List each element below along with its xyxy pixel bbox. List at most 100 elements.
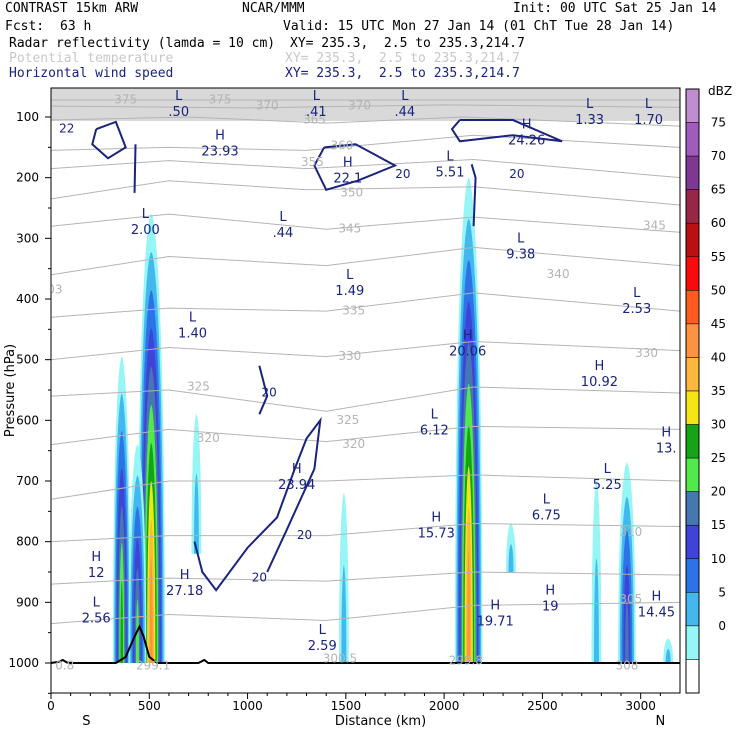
extremum-type-label: H — [661, 426, 671, 441]
colorbar-segment — [685, 357, 700, 392]
contour-label: 375 — [114, 93, 137, 107]
org-label: NCAR/MMM — [242, 1, 305, 16]
contour-label: 350 — [340, 185, 363, 199]
contour-label: 320 — [342, 437, 365, 451]
colorbar-segment — [685, 390, 700, 425]
terrain-layer — [51, 624, 680, 664]
theta-contour-325 — [51, 386, 680, 412]
extremum-value-label: 6.12 — [420, 423, 449, 438]
terrain-line — [51, 624, 680, 664]
extremum-value-label: .44 — [273, 226, 294, 241]
field-xy-reflectivity: XY= 235.3, 2.5 to 235.3,214.7 — [290, 36, 525, 51]
model-top-fill — [51, 88, 680, 121]
extremum-type-label: H — [463, 329, 473, 344]
colorbar-label: 30 — [711, 418, 726, 432]
extremum-value-label: 1.33 — [575, 113, 604, 128]
colorbar-segment — [685, 290, 700, 325]
extremum-value-label: 24.26 — [508, 133, 545, 148]
extremum-type-label: L — [446, 150, 454, 165]
contour-label: 299.8 — [449, 654, 483, 668]
theta-contour-330 — [51, 340, 680, 361]
contour-label: 335 — [342, 304, 365, 318]
contour-label: 300.5 — [323, 651, 357, 665]
extremum-value-label: 14.45 — [638, 605, 675, 620]
colorbar-segment — [685, 122, 700, 157]
extremum-type-label: H — [215, 128, 225, 143]
field-xy-wind: XY= 235.3, 2.5 to 235.3,214.7 — [285, 66, 520, 81]
colorbar-segment — [685, 323, 700, 358]
extremum-value-label: 2.59 — [308, 639, 337, 654]
extremum-type-label: L — [175, 89, 183, 104]
extremum-type-label: L — [586, 97, 594, 112]
extremum-value-label: .50 — [168, 105, 189, 120]
x-tick-label: 1000 — [232, 699, 263, 713]
contour-label: 375 — [209, 93, 232, 107]
colorbar-segment — [685, 524, 700, 560]
contour-label: 330 — [338, 349, 361, 363]
extremum-type-label: L — [517, 231, 525, 246]
contour-label: 320 — [197, 431, 220, 445]
y-tick-label: 900 — [16, 595, 39, 609]
theta-contour-355 — [51, 158, 680, 179]
extremum-type-label: H — [652, 589, 662, 604]
y-tick-label: 800 — [16, 535, 39, 549]
reflectivity-core-5-5dbz — [341, 565, 347, 663]
extremum-type-label: L — [633, 286, 641, 301]
extremum-type-label: L — [431, 407, 439, 422]
colorbar-label: 10 — [711, 552, 726, 566]
contour-label: 20 — [252, 571, 267, 585]
theta-layer — [51, 88, 680, 625]
wind-layer — [91, 119, 563, 592]
extremum-value-label: 1.40 — [178, 326, 207, 341]
theta-contour-350 — [51, 180, 680, 206]
x-axis-title: Distance (km) — [335, 714, 426, 729]
extremum-value-label: .44 — [394, 105, 415, 120]
x-tick-label: 2000 — [429, 699, 460, 713]
extremum-type-label: H — [431, 511, 441, 526]
extremum-value-label: 10.92 — [581, 375, 618, 390]
reflectivity-core-0-45dbz — [149, 557, 153, 663]
extremum-value-label: 20.06 — [449, 345, 486, 360]
colorbar-label: 0 — [718, 619, 726, 633]
y-tick-label: 500 — [16, 353, 39, 367]
theta-contour-335 — [51, 292, 680, 318]
label-layer: 22 20 20 20 20 20 03 375 375 370 370 365 360 355 350 34… — [51, 89, 677, 673]
colorbar-layer: dBZ 0 5 10 15 20 25 30 35 40 45 50 55 60 65 70 75 — [685, 84, 732, 694]
contour-label: 345 — [643, 219, 666, 233]
extremum-value-label: 2.53 — [622, 302, 651, 317]
y-tick-label: 600 — [16, 413, 39, 427]
contour-label: 20 — [509, 167, 524, 181]
fcst-label: Fcst: — [5, 19, 45, 34]
extremum-type-label: H — [91, 550, 101, 565]
colorbar-label: 20 — [711, 485, 726, 499]
extremum-type-label: H — [292, 462, 302, 477]
wind-contour-0 — [91, 120, 127, 160]
y-tick-label: 400 — [16, 292, 39, 306]
extremum-type-label: H — [180, 568, 190, 583]
wind-contour-1 — [133, 144, 137, 193]
x-end-label-left: S — [82, 714, 90, 729]
colorbar-label: 75 — [711, 116, 726, 130]
wind-contour-5 — [258, 365, 269, 415]
extremum-value-label: 5.25 — [593, 478, 622, 493]
contour-label: 340 — [547, 267, 570, 281]
reflectivity-core-9-5dbz — [665, 649, 671, 663]
extremum-value-label: 13. — [656, 442, 677, 457]
y-tick-label: 300 — [16, 231, 39, 245]
theta-contour-305 — [51, 571, 680, 585]
y-tick-label: 100 — [16, 110, 39, 124]
colorbar-label: 40 — [711, 350, 726, 364]
contour-label: 310 — [619, 525, 642, 539]
x-end-label-right: N — [655, 714, 665, 729]
theta-contour-345 — [51, 213, 680, 233]
extremum-type-label: L — [645, 97, 653, 112]
contour-label: 20 — [262, 386, 277, 400]
extremum-type-label: H — [522, 117, 532, 132]
colorbar-label: 15 — [711, 518, 726, 532]
contour-label: 0.8 — [55, 659, 74, 673]
colorbar-frame — [685, 88, 700, 694]
extremum-value-label: 1.49 — [335, 284, 364, 299]
contour-label: 370 — [256, 99, 279, 113]
field-xy-theta: XY= 235.3, 2.5 to 235.3,214.7 — [285, 51, 520, 66]
